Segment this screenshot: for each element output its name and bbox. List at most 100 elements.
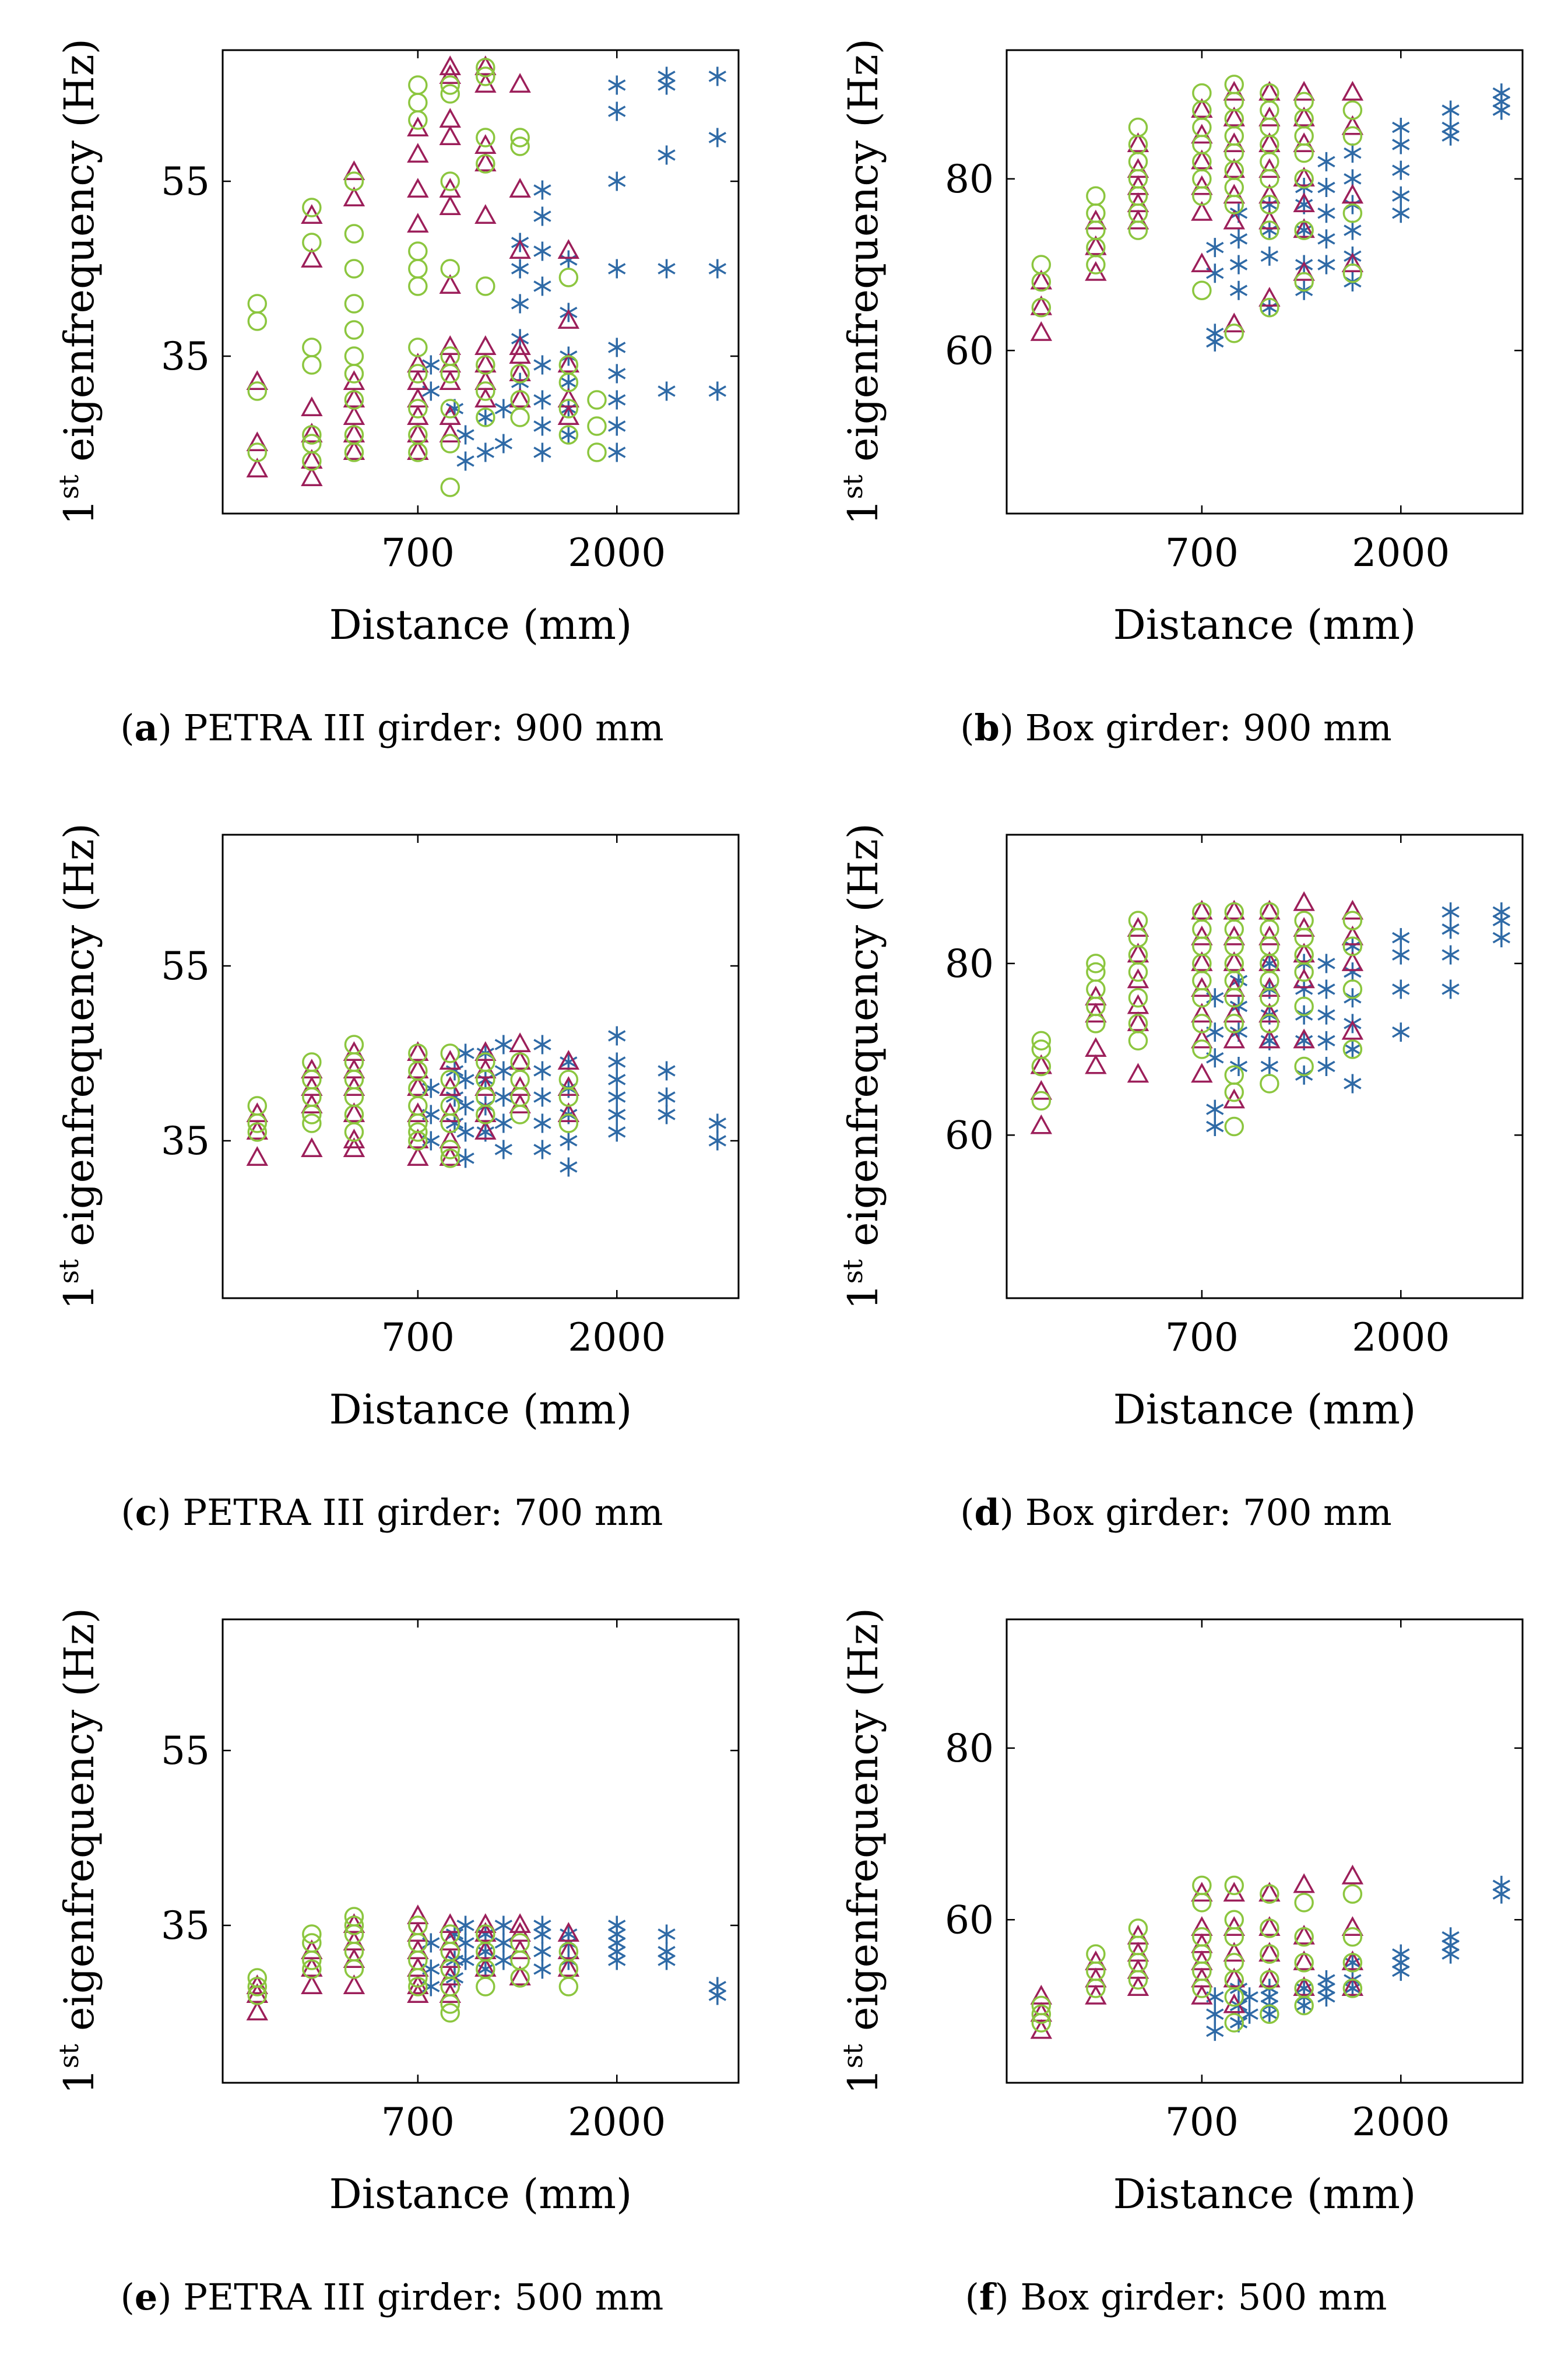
data-point-asterisk-icon [1229,255,1248,275]
y-tick-label: 60 [945,1113,994,1158]
data-point-circle-icon [1192,1039,1212,1059]
data-point-circle-icon [1260,195,1279,215]
data-point-circle-icon [1192,186,1212,206]
panel-f: 700 2000 60 80 Distance (mm) 1st eigenfrequen… [784,1569,1568,2356]
panel-c: 700 2000 35 55 Distance (mm) 1st eigenfrequen… [0,785,784,1572]
data-point-circle-icon [302,1105,322,1124]
data-point-triangle-icon [407,1076,429,1096]
data-point-circle-icon [1294,1893,1314,1913]
y-axis-label-superscript: st [53,2044,85,2069]
data-point-asterisk-icon [708,66,726,86]
data-point-circle-icon [440,259,460,279]
data-point-asterisk-icon [1317,1005,1335,1025]
data-point-asterisk-icon [708,381,726,401]
data-point-asterisk-icon [494,1035,513,1055]
data-point-asterisk-icon [1240,1987,1258,2007]
data-point-asterisk-icon [658,259,676,279]
data-point-circle-icon [440,1070,460,1089]
data-point-asterisk-icon [1295,979,1313,999]
x-axis-label: Distance (mm) [329,1386,632,1433]
data-point-triangle-icon [509,1032,531,1052]
data-point-asterisk-icon [608,390,626,410]
data-point-asterisk-icon [608,171,626,191]
data-point-circle-icon [1260,987,1279,1008]
data-point-asterisk-icon [1344,1074,1362,1094]
data-point-triangle-icon [1085,235,1107,255]
plot-frame [1006,1618,1524,2084]
data-point-triangle-icon [246,370,269,390]
data-point-circle-icon [302,1113,322,1133]
data-point-asterisk-icon [608,416,626,436]
series-circle [1031,75,1363,343]
y-axis-label-text: eigenfrequency (Hz) [839,1608,887,2044]
y-tick-label: 35 [161,1119,210,1164]
data-point-circle-icon [1342,911,1363,930]
data-point-circle-icon [247,381,268,401]
data-point-circle-icon [1294,962,1314,982]
data-point-circle-icon [510,407,530,427]
data-point-asterisk-icon [1317,1057,1335,1076]
data-point-asterisk-icon [1206,238,1224,258]
data-point-circle-icon [408,93,428,113]
series-asterisk [422,66,726,471]
data-point-asterisk-icon [533,1035,551,1055]
data-point-asterisk-icon [533,355,551,375]
data-point-circle-icon [408,276,428,296]
data-point-triangle-icon [1341,1864,1364,1885]
data-point-circle-icon [1342,203,1363,223]
data-point-asterisk-icon [1317,1987,1335,2007]
data-point-circle-icon [302,1950,322,1970]
data-point-triangle-icon [343,160,365,180]
data-point-triangle-icon [343,405,365,425]
data-point-circle-icon [1086,954,1106,973]
y-axis-label-superscript: st [53,474,85,500]
data-point-asterisk-icon [1392,118,1410,137]
y-axis-label-superscript: st [837,2044,869,2069]
data-point-asterisk-icon [1392,135,1410,154]
y-tick-label: 55 [161,1728,210,1773]
data-point-triangle-icon [301,423,323,442]
data-point-triangle-icon [1258,184,1281,204]
data-point-asterisk-icon [1344,1039,1362,1059]
data-point-triangle-icon [1293,1950,1315,1970]
data-point-triangle-icon [1293,218,1315,238]
y-axis-label-number: 1 [839,1284,887,1310]
data-point-asterisk-icon [456,1122,474,1142]
data-point-asterisk-icon [1442,1944,1460,1964]
y-axis-label: 1st eigenfrequency (Hz) [53,1608,103,2094]
data-point-asterisk-icon [494,1933,513,1953]
data-point-circle-icon [1224,195,1244,215]
data-point-circle-icon [1031,1091,1052,1111]
data-point-circle-icon [510,136,530,156]
data-point-asterisk-icon [560,1131,578,1151]
data-point-asterisk-icon [533,1061,551,1081]
data-point-triangle-icon [1341,899,1364,920]
data-point-asterisk-icon [456,425,474,445]
data-point-asterisk-icon [494,1061,513,1081]
data-point-circle-icon [408,338,428,357]
data-point-circle-icon [476,58,495,78]
scatter-plot-e: 700 2000 35 55 Distance (mm) 1st eigenfrequen… [53,1608,740,2218]
data-point-asterisk-icon [1442,100,1460,120]
data-point-circle-icon [1342,936,1363,957]
data-point-circle-icon [344,1122,364,1142]
y-tick-label: 35 [161,1903,210,1948]
data-point-circle-icon [344,390,364,410]
data-point-asterisk-icon [1229,229,1248,249]
data-point-triangle-icon [1258,80,1281,101]
data-point-asterisk-icon [658,1105,676,1124]
panel-d: 700 2000 60 80 Distance (mm) 1st eigenfrequen… [784,785,1568,1572]
data-point-circle-icon [1192,1014,1212,1034]
data-point-asterisk-icon [1240,2004,1258,2024]
series-circle [247,58,607,497]
data-point-circle-icon [476,381,495,401]
data-point-circle-icon [476,1105,495,1124]
caption-text: Box girder: 900 mm [1025,707,1392,749]
plot-frame [222,49,740,515]
caption-text: PETRA III girder: 700 mm [182,1491,663,1534]
data-point-asterisk-icon [533,1942,551,1962]
data-point-triangle-icon [301,396,323,416]
plot-frame [1006,834,1524,1299]
data-point-asterisk-icon [1492,100,1510,120]
